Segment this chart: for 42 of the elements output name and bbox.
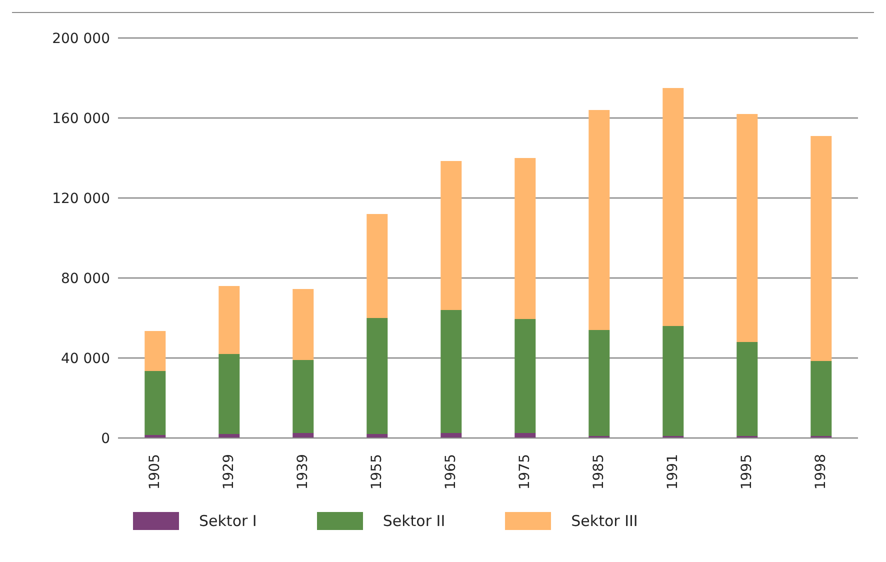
bar — [440, 433, 462, 438]
bar — [514, 433, 536, 438]
x-tick-label: 1995 — [739, 454, 755, 490]
legend-label: Sektor I — [199, 512, 257, 530]
bar — [514, 319, 536, 433]
bar — [218, 286, 240, 354]
x-tick-label: 1998 — [813, 454, 829, 490]
legend-label: Sektor II — [382, 512, 446, 530]
x-tick-label: 1975 — [517, 454, 533, 490]
bar — [292, 433, 314, 438]
x-tick-label: 1939 — [295, 454, 311, 490]
bar — [218, 354, 240, 434]
bar — [144, 371, 166, 435]
y-tick-label: 40 000 — [61, 350, 110, 367]
bar — [366, 214, 388, 318]
bar — [292, 360, 314, 433]
y-tick-label: 160 000 — [52, 110, 110, 127]
bar — [736, 342, 758, 436]
y-tick-label: 120 000 — [52, 190, 110, 207]
x-tick-label: 1905 — [147, 454, 163, 490]
bar — [588, 330, 610, 436]
x-tick-label: 1929 — [221, 454, 237, 490]
y-tick-label: 80 000 — [61, 270, 110, 287]
bar — [366, 318, 388, 434]
bar — [810, 136, 832, 361]
bar — [588, 110, 610, 330]
y-tick-label: 200 000 — [52, 30, 110, 47]
x-tick-label: 1955 — [369, 454, 385, 490]
bar — [736, 114, 758, 342]
bar — [440, 161, 462, 310]
legend-label: Sektor III — [571, 512, 638, 530]
x-tick-label: 1991 — [665, 454, 681, 490]
x-tick-label: 1965 — [443, 454, 459, 490]
bar — [810, 361, 832, 436]
bar — [662, 88, 684, 326]
y-tick-label: 0 — [101, 430, 110, 447]
bar — [144, 331, 166, 371]
bar — [440, 310, 462, 433]
bar — [292, 289, 314, 360]
x-tick-label: 1985 — [591, 454, 607, 490]
bar — [514, 158, 536, 319]
bar — [662, 326, 684, 436]
